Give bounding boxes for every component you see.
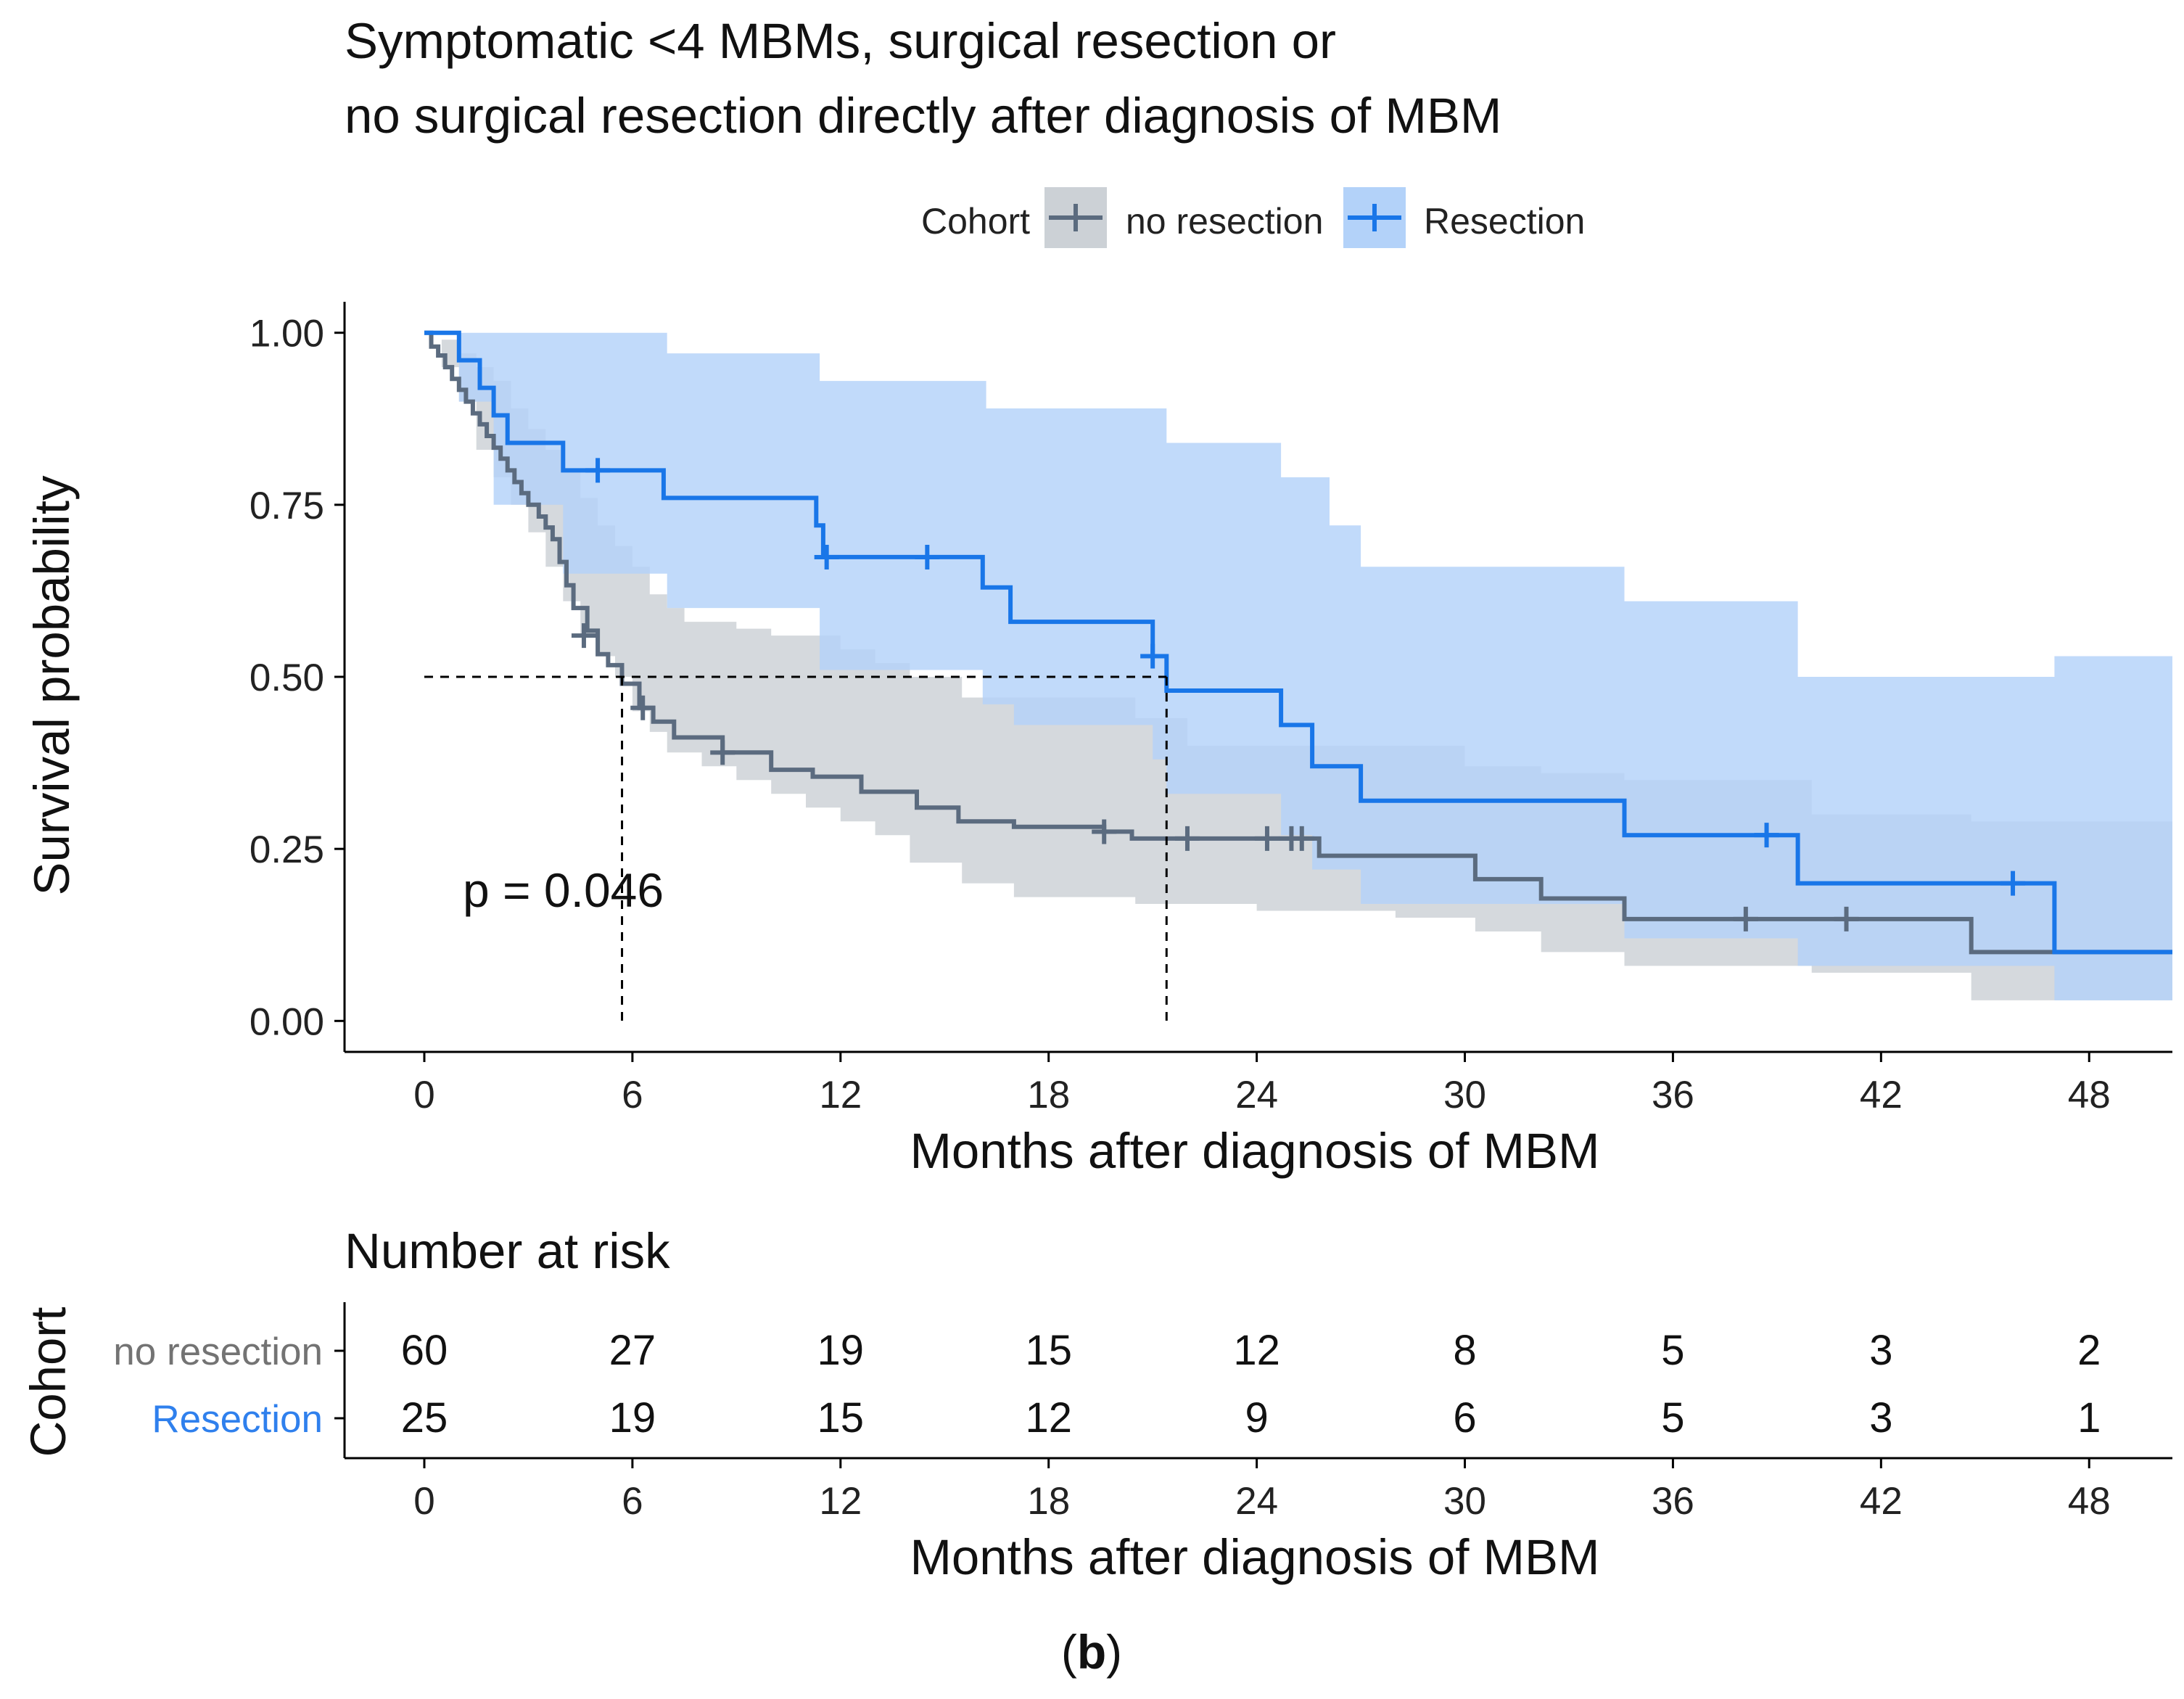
risk-count: 3 bbox=[1869, 1394, 1892, 1441]
x-tick-label: 12 bbox=[819, 1074, 862, 1116]
risk-count: 60 bbox=[401, 1327, 448, 1374]
risk-count: 6 bbox=[1453, 1394, 1476, 1441]
censor-mark-resection-2 bbox=[814, 544, 839, 569]
risk-count: 15 bbox=[1025, 1327, 1072, 1374]
risk-count: 12 bbox=[1025, 1394, 1072, 1441]
censor-mark-no-resection-4 bbox=[1092, 819, 1117, 844]
censor-mark-resection-3 bbox=[915, 544, 940, 569]
survival-curve-resection bbox=[424, 330, 2172, 955]
x-tick-label: 12 bbox=[819, 1480, 862, 1523]
risk-count: 25 bbox=[401, 1394, 448, 1441]
y-tick-label: 0.50 bbox=[250, 657, 324, 699]
censor-mark-no-resection-10 bbox=[1834, 906, 1859, 931]
x-tick-label: 48 bbox=[2068, 1074, 2111, 1116]
panel-caption: (b) bbox=[1061, 1625, 1122, 1679]
x-tick-label: 6 bbox=[622, 1074, 643, 1116]
censor-mark-no-resection-6 bbox=[1254, 826, 1280, 851]
x-tick-label: 18 bbox=[1027, 1074, 1070, 1116]
censor-mark-no-resection-1 bbox=[571, 623, 596, 649]
x-tick-label: 48 bbox=[2068, 1480, 2111, 1523]
y-tick-label: 0.75 bbox=[250, 485, 324, 527]
x-tick-label: 24 bbox=[1235, 1074, 1278, 1116]
censor-mark-no-resection-9 bbox=[1733, 906, 1758, 931]
caption-letter: b bbox=[1077, 1625, 1106, 1679]
risk-count: 5 bbox=[1661, 1327, 1684, 1374]
x-tick-label: 36 bbox=[1652, 1480, 1694, 1523]
y-axis-label: Survival probability bbox=[24, 475, 80, 896]
censor-mark-no-resection-3 bbox=[710, 740, 735, 765]
risk-x-axis-label: Months after diagnosis of MBM bbox=[910, 1529, 1599, 1585]
x-tick-label: 0 bbox=[413, 1074, 434, 1116]
caption-open-paren: ( bbox=[1061, 1625, 1077, 1679]
risk-count: 3 bbox=[1869, 1327, 1892, 1374]
risk-row-resection: Resection 25 19 15 12 9 6 5 3 1 bbox=[152, 1394, 2101, 1441]
censor-mark-resection-6 bbox=[2000, 871, 2026, 896]
x-axis-ticks: 0 6 12 18 24 30 36 42 48 bbox=[413, 1052, 2111, 1116]
x-tick-label: 30 bbox=[1443, 1480, 1486, 1523]
y-axis-ticks: 0.00 0.25 0.50 0.75 1.00 bbox=[250, 313, 345, 1043]
censor-mark-no-resection-2 bbox=[630, 695, 656, 720]
survival-curve-no-resection bbox=[424, 330, 2172, 955]
chart-title-line-2: no surgical resection directly after dia… bbox=[345, 88, 1501, 144]
risk-count: 9 bbox=[1245, 1394, 1268, 1441]
p-value-annotation: p = 0.046 bbox=[463, 863, 664, 917]
x-tick-label: 6 bbox=[622, 1480, 643, 1523]
survival-curves bbox=[424, 330, 2172, 955]
x-tick-label: 42 bbox=[1860, 1480, 1903, 1523]
risk-count: 2 bbox=[2077, 1327, 2101, 1374]
risk-count: 19 bbox=[817, 1327, 865, 1374]
legend: Cohort no resection Resection bbox=[921, 187, 1585, 248]
risk-row-label: no resection bbox=[113, 1330, 323, 1373]
y-tick-label: 1.00 bbox=[250, 313, 324, 355]
x-tick-label: 30 bbox=[1443, 1074, 1486, 1116]
x-tick-label: 24 bbox=[1235, 1480, 1278, 1523]
median-lines bbox=[424, 675, 1168, 1021]
chart-title-line-1: Symptomatic <4 MBMs, surgical resection … bbox=[345, 13, 1336, 69]
confidence-bands bbox=[424, 332, 2172, 1000]
censor-mark-no-resection-8 bbox=[1289, 826, 1314, 851]
risk-y-axis-label: Cohort bbox=[20, 1307, 76, 1457]
risk-count: 15 bbox=[817, 1394, 865, 1441]
caption-close-paren: ) bbox=[1106, 1625, 1122, 1679]
risk-count: 8 bbox=[1453, 1327, 1476, 1374]
risk-x-axis-ticks: 0 6 12 18 24 30 36 42 48 bbox=[413, 1458, 2111, 1523]
legend-label-no-resection: no resection bbox=[1126, 201, 1323, 242]
y-tick-label: 0.25 bbox=[250, 828, 324, 871]
censor-marks bbox=[571, 458, 2026, 931]
risk-count: 1 bbox=[2077, 1394, 2101, 1441]
risk-count: 5 bbox=[1661, 1394, 1684, 1441]
risk-count: 27 bbox=[609, 1327, 656, 1374]
x-axis-label: Months after diagnosis of MBM bbox=[910, 1123, 1599, 1179]
censor-mark-resection-5 bbox=[1754, 823, 1779, 848]
x-tick-label: 18 bbox=[1027, 1480, 1070, 1523]
risk-table-title: Number at risk bbox=[345, 1223, 670, 1279]
risk-table: Number at risk no resection 60 27 19 15 12 8 5 3… bbox=[20, 1223, 2172, 1585]
y-tick-label: 0.00 bbox=[250, 1000, 324, 1043]
legend-title: Cohort bbox=[921, 201, 1030, 242]
risk-count: 19 bbox=[609, 1394, 656, 1441]
x-tick-label: 42 bbox=[1860, 1074, 1903, 1116]
survival-plot: 0.00 0.25 0.50 0.75 1.00 0 6 12 18 24 30 36 42 48 p … bbox=[24, 302, 2172, 1179]
x-tick-label: 36 bbox=[1652, 1074, 1694, 1116]
risk-count: 12 bbox=[1233, 1327, 1280, 1374]
risk-row-label: Resection bbox=[152, 1398, 323, 1441]
censor-mark-resection-1 bbox=[585, 458, 611, 483]
x-tick-label: 0 bbox=[413, 1480, 434, 1523]
legend-label-resection: Resection bbox=[1424, 201, 1585, 242]
censor-mark-no-resection-5 bbox=[1174, 826, 1200, 851]
censor-mark-resection-4 bbox=[1140, 643, 1166, 669]
risk-row-no-resection: no resection 60 27 19 15 12 8 5 3 2 bbox=[113, 1327, 2101, 1374]
